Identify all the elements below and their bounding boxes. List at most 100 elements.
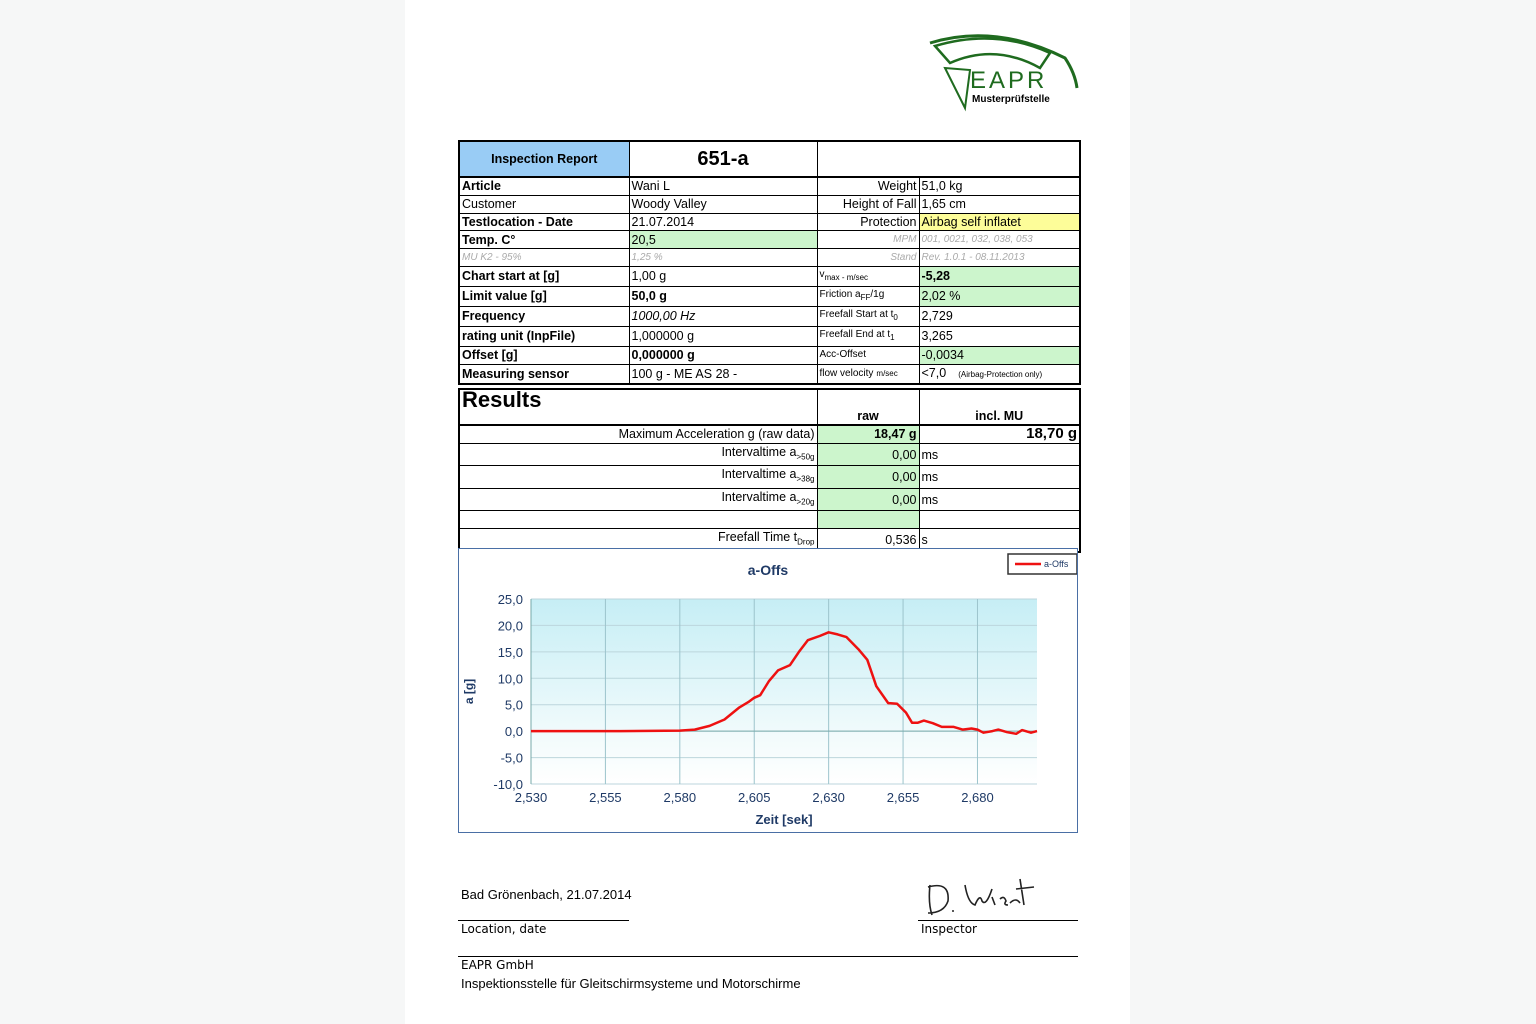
info-right-value: 3,265 (918, 325, 1081, 347)
info-right-label: Weight (816, 176, 920, 196)
info-right-value: Airbag self inflatet (918, 212, 1081, 232)
right-label-text: Friction a (819, 288, 861, 300)
info-value: 100 g - ME AS 28 - (628, 363, 818, 385)
info-row: Temp. C° 20,5 MPM 001, 0021, 032, 038, 053 (458, 230, 1081, 250)
x-tick-label: 2,555 (589, 790, 622, 805)
result-row (458, 510, 1081, 530)
result-row: Maximum Acceleration g (raw data) 18,47 g… (458, 424, 1081, 444)
info-value: Woody Valley (628, 194, 818, 214)
info-value: 1,000000 g (628, 325, 818, 347)
result-label: Maximum Acceleration g (raw data) (458, 424, 818, 444)
info-label: rating unit (InpFile) (458, 325, 630, 347)
svg-text:Musterprüfstelle: Musterprüfstelle (972, 94, 1050, 105)
y-tick-label: -10,0 (493, 777, 523, 792)
eapr-logo: EAPR Musterprüfstelle (929, 34, 1079, 112)
result-row: Intervaltime a>38g 0,00 ms (458, 465, 1081, 489)
report-title: Inspection Report (458, 140, 630, 178)
acceleration-chart: 25,0 20,0 15,0 10,0 5,0 0,0 -5,0 -10,0 2,530 2,55… (458, 548, 1078, 833)
footer-divider (458, 956, 1078, 957)
info-right-value: 2,729 (918, 305, 1081, 327)
result-label-text: Freefall Time t (717, 530, 798, 545)
info-row: Testlocation - Date 21.07.2014 Protection A… (458, 212, 1081, 232)
info-label: Offset [g] (458, 345, 630, 365)
info-label: Measuring sensor (458, 363, 630, 385)
info-right-value: -0,0034 (918, 345, 1081, 365)
info-right-label: Height of Fall (816, 194, 920, 214)
info-value: 1,00 g (628, 265, 818, 287)
info-label: Frequency (458, 305, 630, 327)
result-label-subscript: Drop (797, 537, 815, 547)
result-label-text: Intervaltime a (721, 489, 797, 504)
info-row: Chart start at [g] 1,00 g vmax - m/sec -5,2… (458, 265, 1081, 287)
right-label-text: Height of Fall (842, 197, 917, 212)
info-label: Article (458, 176, 630, 196)
results-title: Results (458, 388, 818, 426)
right-value-text: 2,02 % (921, 289, 961, 304)
result-raw-value: 0,00 (816, 442, 920, 467)
info-row: Frequency 1000,00 Hz Freefall Start at t0 2… (458, 305, 1081, 327)
result-mu-value: ms (918, 442, 1081, 467)
report-number: 651-a (628, 140, 818, 178)
right-label-text: Acc-Offset (819, 349, 867, 361)
results-table: Results raw incl. MU Maximum Acceleratio… (458, 388, 1081, 553)
info-right-value: Rev. 1.0.1 - 08.11.2013 (918, 248, 1081, 267)
y-tick-label: 10,0 (498, 671, 523, 686)
info-label: Chart start at [g] (458, 265, 630, 287)
info-label: Testlocation - Date (458, 212, 630, 232)
company-description: Inspektionsstelle für Gleitschirmsysteme… (461, 976, 801, 991)
info-right-label: Stand (816, 248, 920, 267)
info-right-label: Freefall End at t1 (816, 325, 920, 347)
x-tick-label: 2,530 (515, 790, 548, 805)
right-label-subscript: FF (860, 292, 871, 302)
col-raw-header: raw (816, 388, 920, 426)
col-mu-header: incl. MU (918, 388, 1081, 426)
info-label: Customer (458, 194, 630, 214)
result-label-subscript: >50g (796, 452, 815, 462)
info-value: 20,5 (628, 230, 818, 250)
right-label-text: Stand (890, 251, 917, 263)
result-label-text: Maximum Acceleration g (raw data) (618, 427, 815, 442)
legend-label: a-Offs (1044, 559, 1069, 569)
y-tick-label: 15,0 (498, 645, 523, 660)
y-tick-label: 20,0 (498, 618, 523, 633)
chart-title: a-Offs (748, 562, 789, 578)
info-value: 0,000000 g (628, 345, 818, 365)
right-label-subscript: 1 (890, 332, 895, 342)
right-value-text: 001, 0021, 032, 038, 053 (921, 233, 1033, 245)
y-tick-label: 25,0 (498, 592, 523, 607)
x-tick-label: 2,630 (812, 790, 845, 805)
right-label-subscript: max - m/sec (824, 272, 869, 282)
result-label (458, 510, 818, 530)
result-label: Intervaltime a>38g (458, 465, 818, 489)
x-axis-label: Zeit [sek] (755, 812, 812, 827)
info-right-value: 51,0 kg (918, 176, 1081, 196)
result-mu-value: ms (918, 487, 1081, 512)
right-label-text: v (819, 268, 825, 280)
info-row: Limit value [g] 50,0 g Friction aFF/1g 2,02… (458, 285, 1081, 307)
result-label-subscript: >38g (796, 474, 815, 484)
header-empty-cell (816, 140, 1081, 178)
location-date: Bad Grönenbach, 21.07.2014 (461, 887, 632, 902)
right-value-text: 1,65 cm (921, 197, 966, 212)
right-label-subscript: 0 (893, 312, 898, 322)
info-value: 50,0 g (628, 285, 818, 307)
right-label-text: Protection (860, 214, 917, 229)
info-row: Offset [g] 0,000000 g Acc-Offset -0,0034 (458, 345, 1081, 365)
right-value-note: (Airbag-Protection only) (958, 369, 1043, 379)
info-right-label: flow velocity m/sec (816, 363, 920, 385)
right-label-text: Weight (877, 179, 917, 194)
info-right-value: -5,28 (918, 265, 1081, 287)
right-value-text: Airbag self inflatet (921, 214, 1021, 229)
x-tick-label: 2,655 (887, 790, 920, 805)
location-line (458, 920, 629, 921)
right-label-text: Freefall End at t (819, 328, 891, 340)
company-name: EAPR GmbH (461, 958, 534, 972)
result-mu-value (918, 510, 1081, 530)
info-right-label: Freefall Start at t0 (816, 305, 920, 327)
result-raw-value (816, 510, 920, 530)
info-right-label: vmax - m/sec (816, 265, 920, 287)
right-value-text: 51,0 kg (921, 179, 963, 194)
inspector-signature (927, 878, 1035, 916)
result-label-text: Intervaltime a (721, 444, 797, 459)
x-tick-label: 2,680 (961, 790, 994, 805)
